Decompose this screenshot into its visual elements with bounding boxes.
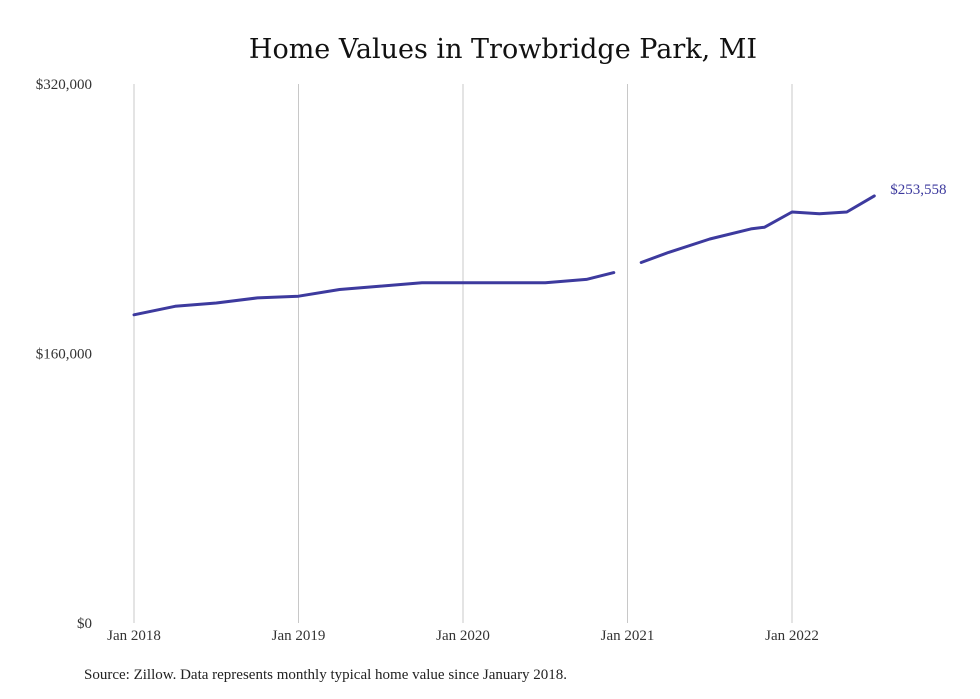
y-tick-label: $0 bbox=[77, 616, 92, 632]
gridlines bbox=[133, 84, 793, 623]
series-line-segment-1 bbox=[639, 194, 876, 264]
x-tick-label: Jan 2018 bbox=[107, 628, 161, 644]
x-tick-label: Jan 2020 bbox=[436, 628, 490, 644]
source-note: Source: Zillow. Data represents monthly … bbox=[84, 667, 568, 683]
y-tick-label: $320,000 bbox=[36, 77, 92, 93]
series-home-values: $253,558 bbox=[132, 182, 947, 317]
line-chart: Home Values in Trowbridge Park, MI $0 $16… bbox=[36, 34, 947, 644]
y-axis-ticks: $0 $160,000 $320,000 bbox=[36, 77, 92, 632]
end-value-label: $253,558 bbox=[890, 182, 946, 198]
x-tick-label: Jan 2022 bbox=[765, 628, 819, 644]
x-tick-label: Jan 2021 bbox=[601, 628, 655, 644]
chart-title: Home Values in Trowbridge Park, MI bbox=[249, 34, 757, 65]
x-tick-label: Jan 2019 bbox=[272, 628, 326, 644]
y-tick-label: $160,000 bbox=[36, 347, 92, 363]
series-line-segment-0 bbox=[132, 271, 616, 317]
x-axis-ticks: Jan 2018 Jan 2019 Jan 2020 Jan 2021 Jan 2022 bbox=[107, 628, 819, 644]
